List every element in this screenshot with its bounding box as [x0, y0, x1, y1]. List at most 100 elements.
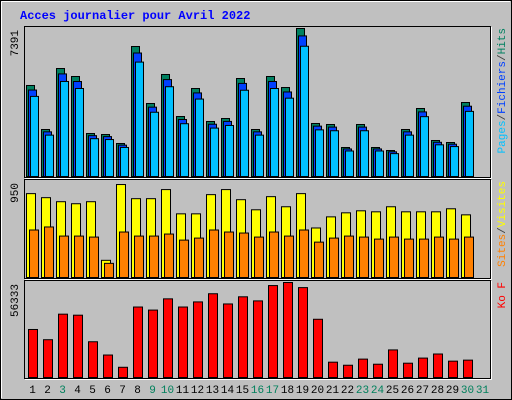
bar [328, 361, 338, 379]
bar [30, 95, 39, 177]
bar [418, 357, 428, 378]
bar [208, 293, 218, 378]
bar [73, 314, 83, 378]
x-tick-label: 1 [29, 385, 36, 397]
bar [375, 150, 384, 177]
bar [435, 144, 444, 177]
x-tick-label: 4 [74, 385, 81, 397]
bar [315, 129, 324, 177]
bar [44, 226, 54, 278]
x-tick-label: 5 [89, 385, 96, 397]
chart-title: Acces journalier pour Avril 2022 [20, 9, 250, 23]
bar [299, 229, 309, 278]
x-tick-label: 28 [431, 385, 444, 397]
bar [180, 123, 189, 178]
bar [150, 111, 159, 177]
bar [29, 229, 39, 278]
x-tick-label: 23 [356, 385, 369, 397]
bar [58, 313, 68, 379]
legend-entry: Sites [497, 234, 509, 267]
bar [343, 364, 353, 378]
bar [149, 235, 159, 278]
x-tick-label: 11 [176, 385, 190, 397]
bar [403, 362, 413, 378]
bar [194, 237, 204, 279]
bar [74, 235, 84, 278]
bar [313, 318, 323, 378]
bar [239, 232, 249, 278]
bar [89, 236, 99, 278]
x-tick-label: 29 [446, 385, 459, 397]
x-tick-label: 3 [59, 385, 66, 397]
bar [238, 296, 248, 379]
y-tick-label: 950 [10, 183, 22, 203]
bar [148, 309, 158, 379]
legend-entry: Visites [497, 181, 509, 227]
bar [103, 354, 113, 379]
x-tick-label: 16 [251, 385, 264, 397]
bar [164, 233, 174, 278]
bar [225, 124, 234, 177]
bar [373, 363, 383, 379]
legend-separator: / [497, 54, 509, 61]
bar [253, 300, 263, 378]
bar [120, 146, 129, 178]
legend-separator: / [497, 114, 509, 121]
x-tick-label: 8 [134, 385, 141, 397]
bar [283, 282, 293, 378]
bar [105, 139, 114, 178]
legend: Sites/Visites [497, 181, 509, 267]
bar [254, 236, 264, 278]
bar [433, 353, 443, 378]
x-tick-label: 2 [44, 385, 51, 397]
legend-entry: Fichiers [497, 61, 509, 114]
bar [269, 231, 279, 279]
bar [405, 134, 414, 177]
bar [179, 239, 189, 278]
bar [359, 236, 369, 278]
bar [374, 238, 384, 279]
bar [404, 238, 414, 279]
bar [284, 235, 294, 278]
bar [223, 303, 233, 379]
x-tick-label: 19 [296, 385, 309, 397]
bar [210, 127, 219, 177]
bar [465, 110, 474, 177]
legend-entry: Pages [497, 120, 509, 153]
bar [88, 341, 98, 379]
bar [344, 235, 354, 278]
bar [345, 150, 354, 177]
bar [300, 45, 309, 178]
x-tick-label: 26 [401, 385, 414, 397]
bar [133, 306, 143, 378]
bar [419, 238, 429, 279]
bar [434, 236, 444, 278]
bar [75, 87, 84, 177]
bar [195, 98, 204, 177]
bar [270, 87, 279, 177]
bar [463, 359, 473, 378]
bar [163, 298, 173, 379]
legend-separator: / [497, 227, 509, 234]
x-tick-label: 12 [191, 385, 204, 397]
x-tick-label: 20 [311, 385, 324, 397]
x-tick-label: 6 [104, 385, 111, 397]
bar [165, 86, 174, 177]
bar [118, 366, 128, 378]
bar [119, 231, 129, 279]
bar [209, 229, 219, 278]
bar [285, 97, 294, 177]
bar [28, 328, 38, 379]
x-tick-label: 17 [266, 385, 279, 397]
bar [43, 339, 53, 379]
x-tick-label: 13 [206, 385, 219, 397]
bar [360, 130, 369, 178]
bar [314, 241, 324, 278]
bar [298, 287, 308, 378]
bar [255, 134, 264, 177]
bar [193, 301, 203, 378]
bar [240, 89, 249, 177]
bar [464, 236, 474, 278]
